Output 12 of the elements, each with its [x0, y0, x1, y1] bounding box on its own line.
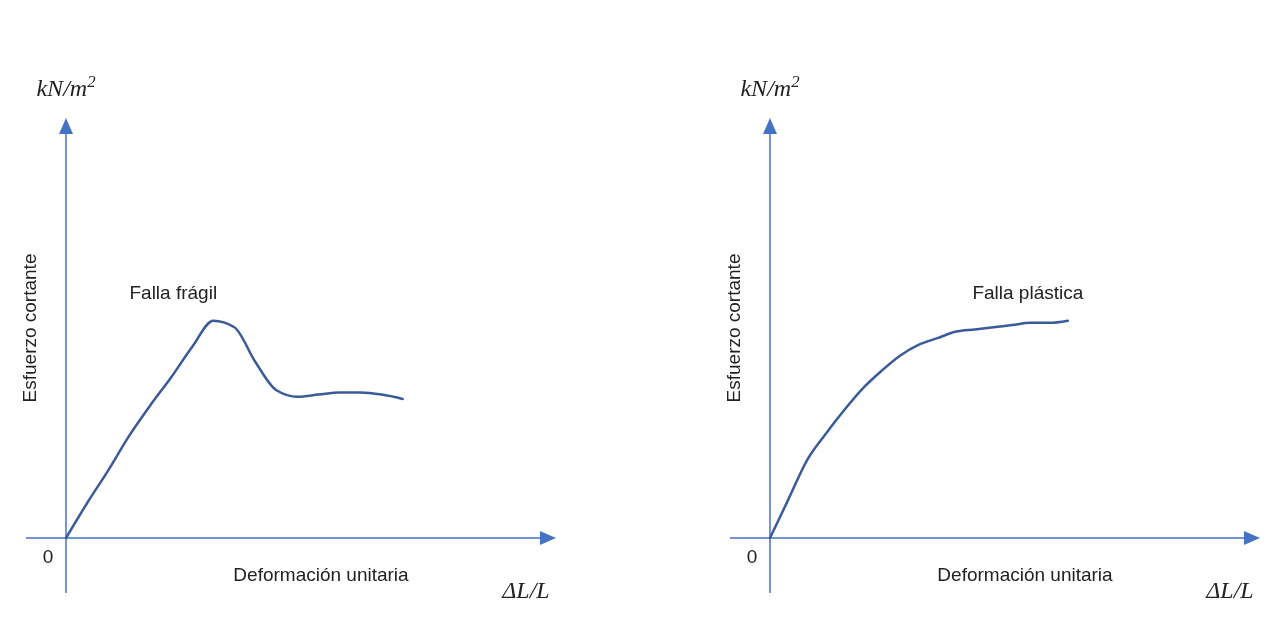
text: ΔL/L: [501, 577, 550, 603]
text: 0: [42, 546, 54, 567]
text: ΔL/L: [1205, 577, 1254, 603]
x-axis-title: Deformación unitaria: [937, 564, 1114, 585]
text: kN/m$^{2}$: [36, 71, 97, 101]
y-axis-title: Esfuerzo cortante: [19, 253, 40, 403]
series-label: Falla plástica: [972, 281, 1084, 303]
series-label: Falla frágil: [129, 281, 218, 303]
y-axis-title: Esfuerzo cortante: [723, 253, 744, 403]
text: 0: [746, 546, 758, 567]
x-axis-title: Deformación unitaria: [233, 564, 410, 585]
text: kN/m$^{2}$: [740, 71, 801, 101]
